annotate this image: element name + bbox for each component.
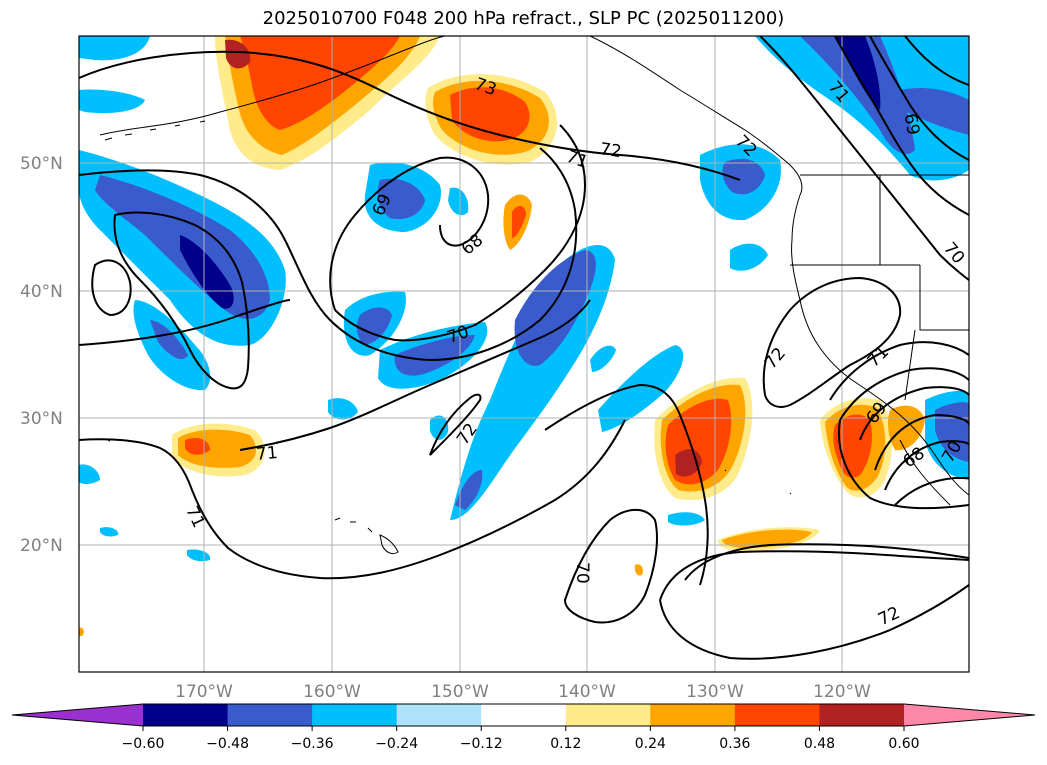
colorbar-bin bbox=[650, 704, 736, 726]
colorbar: −0.60 −0.48 −0.36 −0.24 −0.12 0.12 0.24 0.36 0.4… bbox=[11, 703, 1036, 752]
longitude-labels: 170°W 160°W 150°W 140°W 130°W 120°W bbox=[175, 682, 871, 702]
colorbar-bin bbox=[312, 704, 398, 726]
colorbar-tick-label: 0.24 bbox=[635, 736, 666, 752]
colorbar-bin bbox=[565, 704, 651, 726]
plot-frame bbox=[78, 35, 970, 673]
colorbar-tick-label: −0.24 bbox=[375, 736, 418, 752]
lat-label-20n: 20°N bbox=[20, 536, 63, 556]
colorbar-tick-label: −0.60 bbox=[122, 736, 165, 752]
colorbar-tick-label: −0.12 bbox=[460, 736, 503, 752]
colorbar-bin bbox=[396, 704, 482, 726]
lon-label-160w: 160°W bbox=[303, 682, 361, 702]
contour-label: 70 bbox=[572, 562, 592, 584]
latitude-labels: 50°N 40°N 30°N 20°N bbox=[20, 154, 63, 556]
colorbar-bin bbox=[143, 704, 229, 726]
colorbar-tick-label: 0.12 bbox=[550, 736, 581, 752]
lon-label-150w: 150°W bbox=[431, 682, 489, 702]
colorbar-bin bbox=[227, 704, 313, 726]
lon-label-140w: 140°W bbox=[558, 682, 616, 702]
colorbar-tick-label: 0.48 bbox=[804, 736, 835, 752]
colorbar-tick-label: 0.36 bbox=[719, 736, 750, 752]
lon-label-170w: 170°W bbox=[175, 682, 233, 702]
lat-label-30n: 30°N bbox=[20, 409, 63, 429]
colorbar-bin bbox=[481, 704, 567, 726]
colorbar-tick-label: −0.36 bbox=[291, 736, 334, 752]
map-title: 2025010700 F048 200 hPa refract., SLP PC… bbox=[262, 8, 785, 29]
contour-label: 69 bbox=[900, 112, 923, 137]
slp-contours bbox=[79, 36, 969, 660]
colorbar-bin bbox=[819, 704, 905, 726]
lat-label-40n: 40°N bbox=[20, 282, 63, 302]
grid-lines bbox=[79, 36, 969, 672]
lat-label-50n: 50°N bbox=[20, 154, 63, 174]
contour-label: 72 bbox=[599, 139, 623, 162]
contour-label: 71 bbox=[255, 443, 278, 465]
colorbar-extend-low bbox=[12, 704, 143, 726]
colorbar-bin bbox=[734, 704, 820, 726]
colorbar-tick-label: 0.60 bbox=[888, 736, 919, 752]
lon-label-130w: 130°W bbox=[686, 682, 744, 702]
colorbar-tick-label: −0.48 bbox=[206, 736, 249, 752]
colorbar-extend-high bbox=[904, 704, 1035, 726]
lon-label-120w: 120°W bbox=[813, 682, 871, 702]
negative-refractivity-shading bbox=[79, 36, 969, 562]
